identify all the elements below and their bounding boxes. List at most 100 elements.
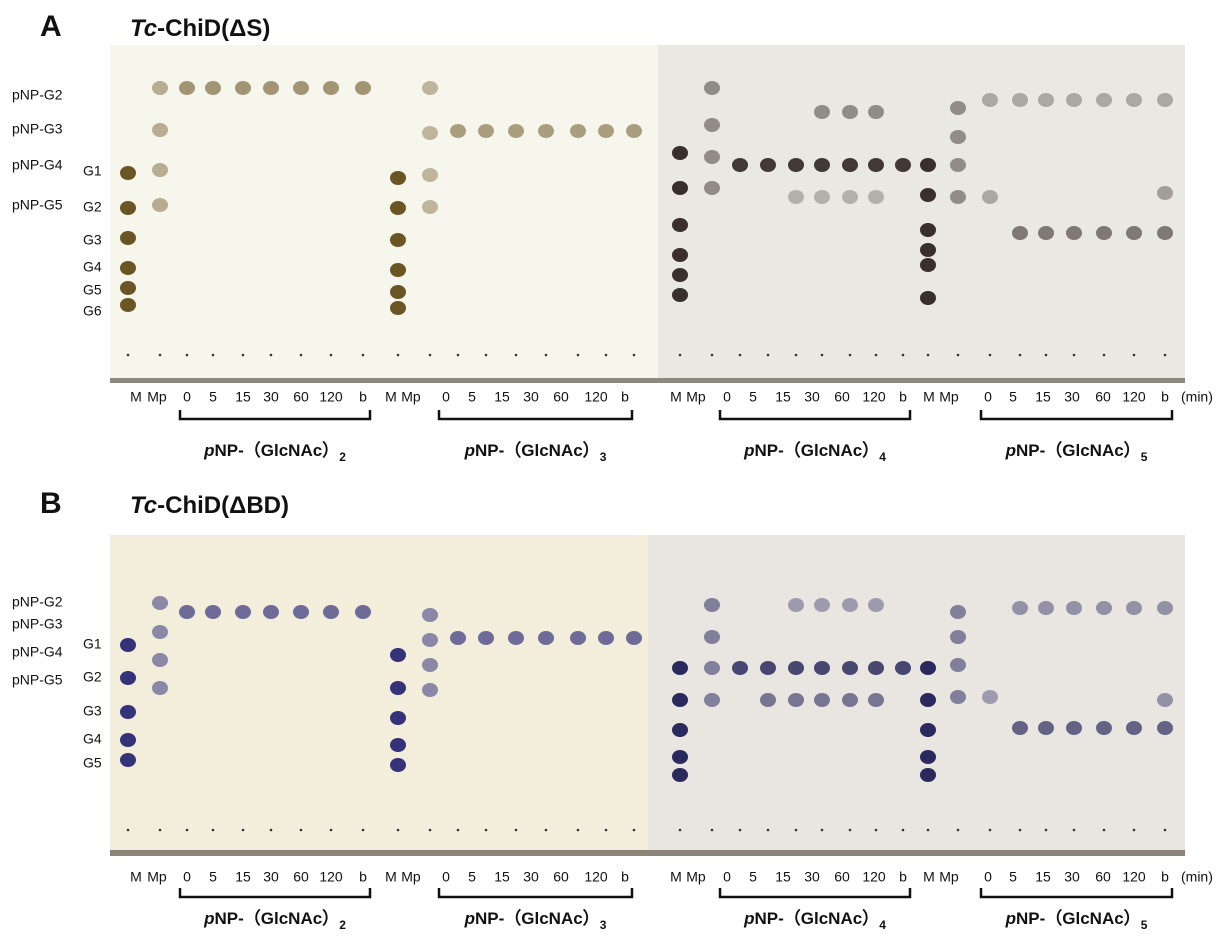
lane-label: 5 [468,389,476,405]
marker-label: G4 [83,731,102,747]
spot [1038,226,1054,240]
spot [179,81,195,95]
spot [323,81,339,95]
spot [205,81,221,95]
spot [788,661,804,675]
origin-dot [329,353,333,357]
substrate-name: NP-（GlcNAc） [755,908,880,928]
spot [390,285,406,299]
origin-dot [211,828,215,832]
lane-label: 0 [442,389,450,405]
spot [868,105,884,119]
spot [1038,721,1054,735]
spot [814,190,830,204]
spot [390,263,406,277]
spot [390,171,406,185]
origin-dot [544,828,548,832]
spot [422,81,438,95]
spot [950,158,966,172]
origin-dot [956,828,960,832]
lane-label: Mp [147,869,167,885]
lane-label: 60 [553,389,569,405]
origin-dot [1072,828,1076,832]
spot [120,638,136,652]
spot [263,81,279,95]
spot [1126,721,1142,735]
substrate-subscript: 4 [879,450,886,464]
origin-dot [158,828,162,832]
spot [390,681,406,695]
spot [788,598,804,612]
spot [422,200,438,214]
spot [390,758,406,772]
spot [1157,186,1173,200]
spot [672,288,688,302]
title-rest: -ChiD(ΔBD) [157,492,289,519]
substrate-subscript: 2 [339,450,346,464]
origin-dot [576,353,580,357]
substrate-subscript: 4 [879,918,886,932]
lane-label: 0 [984,869,992,885]
spot [672,248,688,262]
origin-dot [848,828,852,832]
origin-dot [710,828,714,832]
origin-dot [1044,828,1048,832]
left-label: pNP-G5 [12,672,63,688]
spot [355,81,371,95]
marker-label: G1 [83,163,102,179]
lane-label: M [670,869,682,885]
origin-dot [766,353,770,357]
origin-dot [514,353,518,357]
spot [1012,93,1028,107]
origin-dot [678,353,682,357]
spot [814,661,830,675]
spot [672,268,688,282]
spot [235,605,251,619]
spot [868,190,884,204]
spot [868,158,884,172]
lane-label: 0 [723,869,731,885]
spot [1012,226,1028,240]
spot [842,693,858,707]
left-label: pNP-G3 [12,616,63,632]
origin-dot [456,353,460,357]
spot [950,658,966,672]
spot [422,633,438,647]
lane-label: 15 [235,869,251,885]
substrate-subscript: 3 [600,450,607,464]
spot [570,631,586,645]
spot [704,118,720,132]
lane-label: 30 [1064,869,1080,885]
lane-label: M [670,389,682,405]
lane-label: b [621,869,629,885]
spot [179,605,195,619]
spot [120,261,136,275]
substrate-name: NP-（GlcNAc） [755,440,880,460]
spot [672,181,688,195]
lane-label: 30 [804,869,820,885]
lane-label: b [1161,389,1169,405]
spot [704,598,720,612]
spot [1157,693,1173,707]
spot [390,648,406,662]
title-italic: Tc [130,15,157,42]
spot [950,690,966,704]
origin-dot [1018,353,1022,357]
origin-dot [632,828,636,832]
spot [235,81,251,95]
spot [920,223,936,237]
lane-label: 15 [775,869,791,885]
origin-dot [1102,828,1106,832]
left-label: pNP-G2 [12,87,63,103]
lane-label: b [621,389,629,405]
spot [950,605,966,619]
lane-label: 120 [1122,389,1146,405]
origin-dot [241,828,245,832]
spot [120,166,136,180]
lane-label: 60 [293,389,309,405]
lane-label: Mp [939,389,959,405]
spot [982,93,998,107]
spot [120,231,136,245]
origin-dot [1132,828,1136,832]
lane-label: 15 [1035,389,1051,405]
